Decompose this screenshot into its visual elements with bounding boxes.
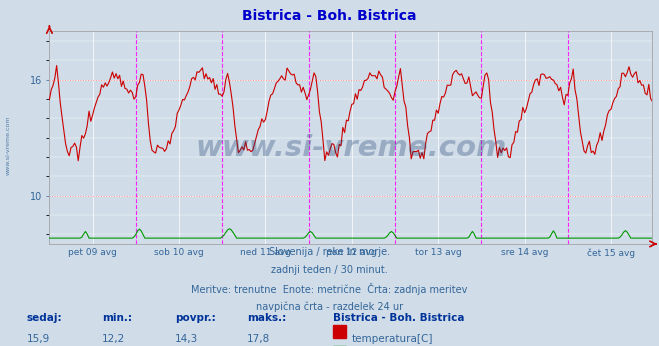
Text: temperatura[C]: temperatura[C] — [351, 334, 433, 344]
Text: Slovenija / reke in morje.: Slovenija / reke in morje. — [269, 247, 390, 257]
Text: zadnji teden / 30 minut.: zadnji teden / 30 minut. — [271, 265, 388, 275]
Text: min.:: min.: — [102, 313, 132, 323]
Text: Bistrica - Boh. Bistrica: Bistrica - Boh. Bistrica — [243, 9, 416, 22]
Text: maks.:: maks.: — [247, 313, 287, 323]
Text: 14,3: 14,3 — [175, 334, 198, 344]
Text: povpr.:: povpr.: — [175, 313, 215, 323]
Text: 12,2: 12,2 — [102, 334, 125, 344]
Text: www.si-vreme.com: www.si-vreme.com — [5, 116, 11, 175]
Text: navpična črta - razdelek 24 ur: navpična črta - razdelek 24 ur — [256, 301, 403, 312]
Text: 17,8: 17,8 — [247, 334, 270, 344]
Text: 15,9: 15,9 — [26, 334, 49, 344]
Text: Bistrica - Boh. Bistrica: Bistrica - Boh. Bistrica — [333, 313, 465, 323]
Text: sedaj:: sedaj: — [26, 313, 62, 323]
Text: www.si-vreme.com: www.si-vreme.com — [195, 134, 507, 162]
Text: Meritve: trenutne  Enote: metrične  Črta: zadnja meritev: Meritve: trenutne Enote: metrične Črta: … — [191, 283, 468, 295]
